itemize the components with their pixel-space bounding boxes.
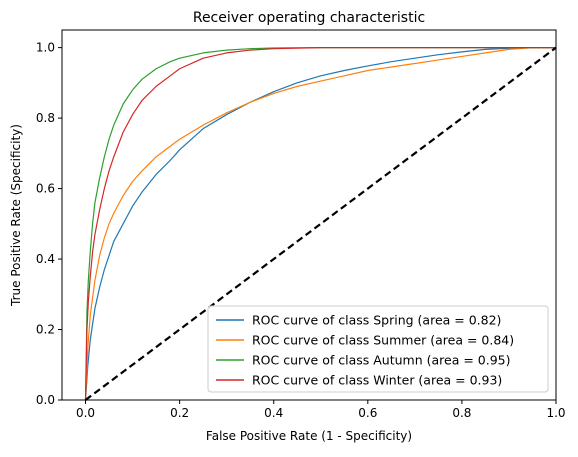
legend-entry-1: ROC curve of class Summer (area = 0.84) <box>252 333 514 348</box>
y-tick-label: 0.4 <box>36 252 55 266</box>
legend-entry-2: ROC curve of class Autumn (area = 0.95) <box>252 353 511 368</box>
ticks-layer: 0.0 0.2 0.4 0.6 0.8 1.0 0.0 0.2 0.4 0.6 0.8 1.0 <box>36 41 566 420</box>
chance-diagonal-line <box>84 46 557 401</box>
legend-entry-0: ROC curve of class Spring (area = 0.82) <box>252 313 501 328</box>
y-tick-label: 1.0 <box>36 41 55 55</box>
legend-box <box>207 305 549 393</box>
chart-title: Receiver operating characteristic <box>193 10 425 26</box>
x-tick-label: 1.0 <box>546 406 565 420</box>
x-tick-label: 0.2 <box>170 406 189 420</box>
legend: ROC curve of class Spring (area = 0.82) R… <box>207 305 549 393</box>
x-tick-label: 0.4 <box>264 406 283 420</box>
x-axis-label: False Positive Rate (1 - Specificity) <box>206 429 412 443</box>
roc-curve-1 <box>84 47 556 401</box>
x-tick-label: 0.8 <box>452 406 471 420</box>
y-tick-label: 0.6 <box>36 182 55 196</box>
roc-curve-0 <box>84 47 556 401</box>
curves-layer <box>84 46 557 401</box>
x-tick-label: 0.0 <box>76 406 95 420</box>
axes-frame <box>61 29 557 401</box>
y-tick-label: 0.8 <box>36 111 55 125</box>
y-tick-label: 0.2 <box>36 323 55 337</box>
y-tick-label: 0.0 <box>36 393 55 407</box>
y-axis-label: True Positive Rate (Specificity) <box>9 124 23 307</box>
roc-curve-3 <box>84 47 556 401</box>
x-tick-label: 0.6 <box>358 406 377 420</box>
legend-entry-3: ROC curve of class Winter (area = 0.93) <box>252 373 502 388</box>
